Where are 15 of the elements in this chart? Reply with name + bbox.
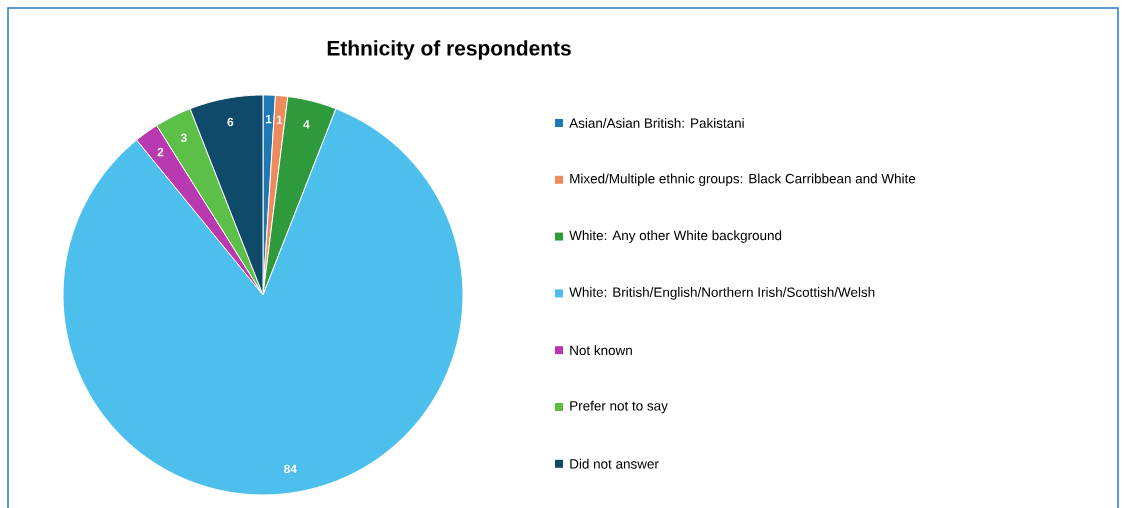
data-label: 4 — [303, 120, 310, 129]
data-label: 3 — [180, 133, 187, 143]
legend-label: Mixed/Multiple ethnic groups: Black Carribbean and White — [570, 173, 916, 187]
chart-title: Ethnicity of respondents — [327, 40, 571, 60]
legend-label: White: Any other White background — [569, 230, 782, 243]
data-label: 1 — [276, 115, 283, 124]
data-label: 1 — [265, 114, 272, 124]
legend-label: Asian/Asian British: Pakistani — [569, 118, 744, 128]
data-label: 2 — [157, 147, 164, 157]
legend-label: Prefer not to say — [570, 400, 668, 414]
data-label: 6 — [227, 117, 234, 127]
legend-label: Did not answer — [570, 458, 659, 469]
legend-label: White: British/English/Northern Irish/Scottish/Welsh — [569, 287, 875, 300]
legend-label: Not known — [570, 345, 632, 356]
data-label: 84 — [284, 464, 297, 474]
